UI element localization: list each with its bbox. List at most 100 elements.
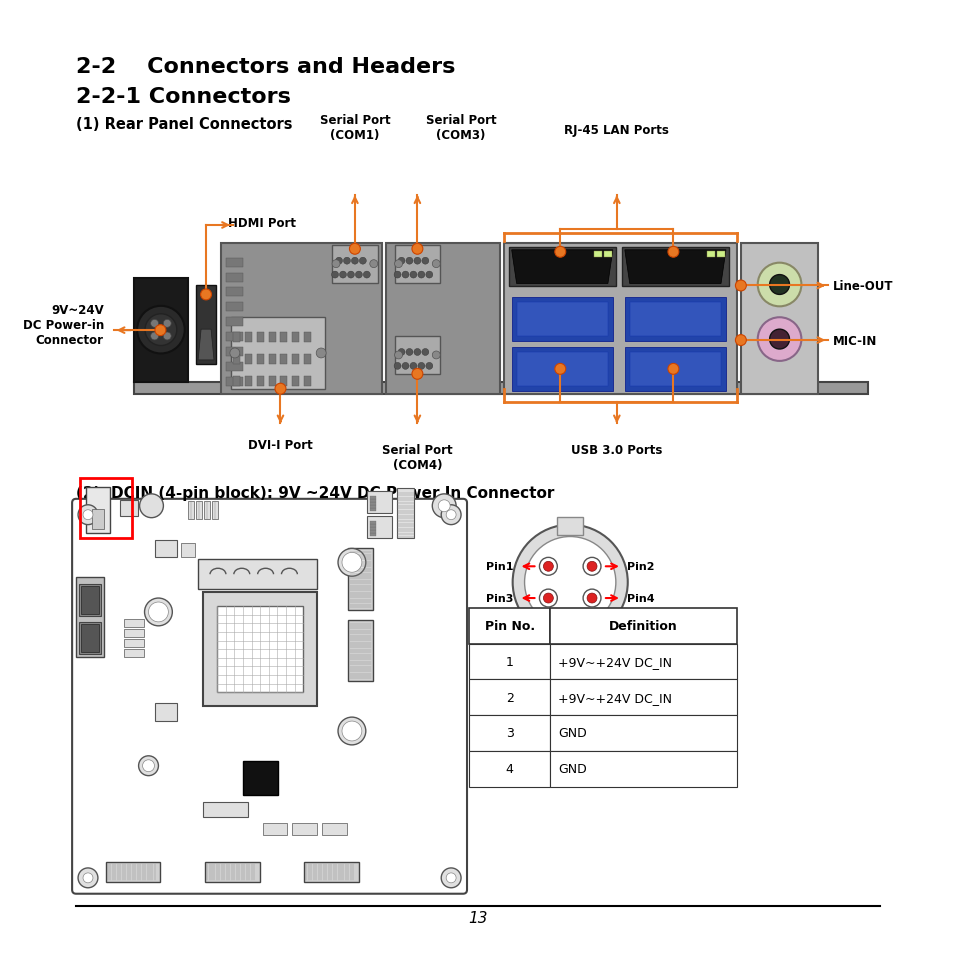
Circle shape [406, 258, 413, 265]
Circle shape [315, 349, 326, 358]
FancyBboxPatch shape [72, 499, 467, 894]
Bar [280, 376, 287, 386]
Circle shape [83, 510, 92, 520]
Bar [503, 244, 736, 395]
Circle shape [421, 349, 428, 356]
Bar [204, 501, 210, 519]
Bar [370, 521, 375, 524]
Circle shape [163, 333, 171, 340]
Bar [124, 629, 143, 637]
Bar [155, 703, 177, 721]
Bar [226, 274, 242, 282]
Polygon shape [624, 251, 725, 284]
Bar [256, 376, 263, 386]
Circle shape [394, 272, 400, 279]
Bar [550, 751, 736, 787]
Circle shape [78, 505, 98, 525]
Circle shape [137, 307, 185, 355]
Circle shape [414, 258, 420, 265]
Circle shape [339, 272, 346, 279]
Bar [226, 377, 242, 386]
Bar [231, 318, 325, 389]
Bar [124, 649, 143, 657]
Bar [370, 497, 375, 499]
Circle shape [397, 349, 405, 356]
Circle shape [555, 364, 565, 375]
Bar [233, 333, 239, 343]
Bar [370, 506, 375, 508]
Bar [81, 586, 99, 615]
Bar [370, 509, 375, 511]
Bar [370, 524, 375, 527]
Circle shape [412, 369, 422, 380]
Circle shape [432, 352, 439, 359]
Circle shape [359, 258, 366, 265]
Circle shape [274, 384, 286, 395]
Circle shape [401, 272, 409, 279]
Circle shape [524, 537, 616, 628]
Circle shape [145, 314, 176, 346]
Circle shape [395, 352, 402, 359]
Bar [469, 644, 550, 679]
Bar [91, 509, 104, 529]
Circle shape [582, 558, 600, 576]
Text: (2)  DCIN (4-pin block): 9V ~24V DC Power In Connector: (2) DCIN (4-pin block): 9V ~24V DC Power… [76, 485, 554, 500]
Circle shape [401, 363, 409, 370]
Bar [226, 333, 242, 342]
Bar [511, 348, 612, 392]
Bar [550, 608, 736, 644]
Bar [203, 593, 316, 706]
Circle shape [538, 590, 557, 607]
Bar [304, 333, 311, 343]
Bar [370, 503, 375, 505]
Circle shape [149, 602, 168, 622]
Bar [86, 487, 110, 533]
Bar [120, 500, 137, 517]
Text: 3: 3 [505, 727, 513, 740]
Bar [80, 478, 132, 537]
Text: 2: 2 [505, 691, 513, 704]
Text: Line-OUT: Line-OUT [832, 279, 893, 293]
Circle shape [446, 510, 456, 520]
Bar [594, 252, 601, 257]
Circle shape [543, 594, 553, 603]
Text: GND: GND [558, 727, 586, 740]
Bar [79, 622, 101, 654]
Circle shape [337, 718, 365, 745]
Circle shape [412, 244, 422, 255]
Circle shape [349, 244, 360, 255]
Bar [269, 355, 275, 364]
Bar [205, 862, 259, 882]
Polygon shape [511, 251, 612, 284]
Circle shape [586, 594, 597, 603]
Circle shape [363, 272, 370, 279]
Circle shape [437, 500, 450, 512]
Text: Serial Port
(COM4): Serial Port (COM4) [382, 444, 453, 472]
Bar [550, 716, 736, 751]
Bar [216, 606, 303, 693]
Bar [550, 644, 736, 679]
Bar [396, 488, 414, 537]
Circle shape [335, 258, 342, 265]
Bar [603, 252, 611, 257]
Text: Pin4: Pin4 [626, 594, 654, 603]
Bar [292, 376, 299, 386]
Circle shape [417, 363, 424, 370]
Polygon shape [198, 330, 213, 360]
Bar [269, 333, 275, 343]
Circle shape [154, 325, 166, 336]
Bar [133, 382, 867, 395]
Bar [226, 258, 242, 268]
Circle shape [432, 260, 439, 269]
Bar [292, 823, 316, 836]
Bar [366, 517, 391, 537]
Text: +9V~+24V DC_IN: +9V~+24V DC_IN [558, 656, 672, 668]
Bar [740, 244, 818, 395]
Text: Pin No.: Pin No. [484, 619, 535, 633]
Text: +9V~+24V DC_IN: +9V~+24V DC_IN [558, 691, 672, 704]
Circle shape [230, 349, 239, 358]
Bar [280, 333, 287, 343]
Text: USB 3.0 Ports: USB 3.0 Ports [571, 444, 661, 456]
Bar [181, 544, 195, 558]
Text: Pin2: Pin2 [626, 561, 654, 572]
